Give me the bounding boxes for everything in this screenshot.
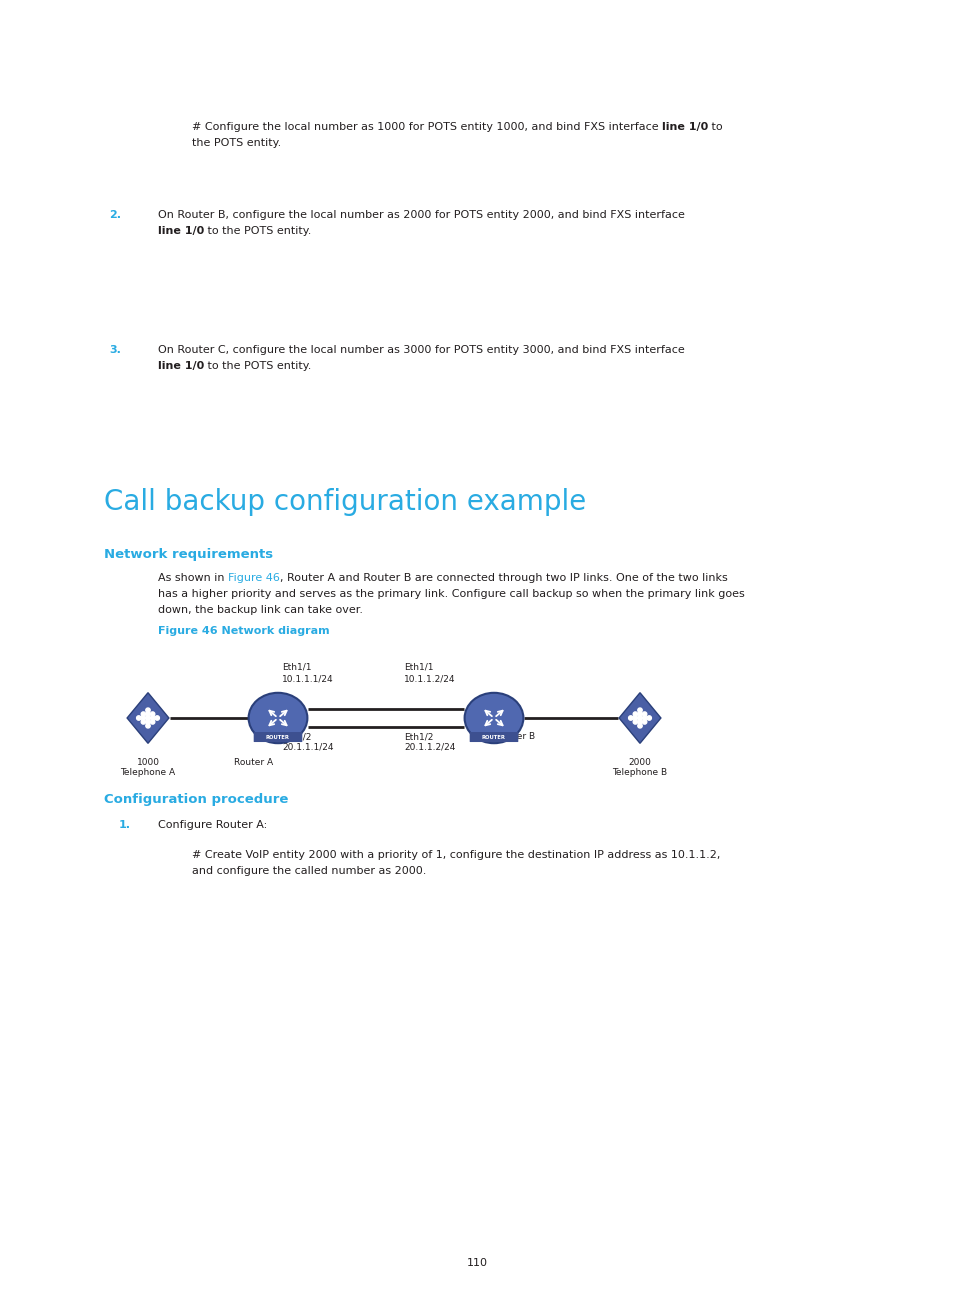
Text: down, the backup link can take over.: down, the backup link can take over.: [158, 605, 363, 616]
Text: 1000: 1000: [136, 758, 159, 767]
Circle shape: [641, 715, 646, 721]
Ellipse shape: [464, 693, 523, 743]
Circle shape: [638, 723, 641, 728]
Text: Figure 46: Figure 46: [228, 573, 279, 583]
Text: Eth1/1: Eth1/1: [403, 664, 433, 673]
Circle shape: [151, 719, 154, 724]
Circle shape: [638, 708, 641, 713]
FancyBboxPatch shape: [469, 732, 517, 743]
Text: Configuration procedure: Configuration procedure: [104, 793, 288, 806]
Circle shape: [141, 719, 146, 724]
Circle shape: [638, 715, 641, 721]
Text: Configure Router A:: Configure Router A:: [158, 820, 267, 829]
Text: line 1/0: line 1/0: [661, 122, 708, 132]
Text: As shown in: As shown in: [158, 573, 228, 583]
Circle shape: [141, 715, 146, 721]
Circle shape: [146, 712, 150, 717]
Text: to the POTS entity.: to the POTS entity.: [204, 362, 312, 371]
Text: Router A: Router A: [233, 758, 273, 767]
Circle shape: [638, 712, 641, 717]
Circle shape: [136, 715, 141, 721]
Circle shape: [146, 708, 150, 713]
Text: # Configure the local number as 1000 for POTS entity 1000, and bind FXS interfac: # Configure the local number as 1000 for…: [192, 122, 661, 132]
Text: 1.: 1.: [119, 820, 131, 829]
Text: 20.1.1.1/24: 20.1.1.1/24: [282, 743, 334, 750]
Circle shape: [146, 723, 150, 728]
Circle shape: [641, 719, 646, 724]
Text: 3.: 3.: [109, 345, 121, 355]
Text: Telephone A: Telephone A: [120, 769, 175, 778]
Text: to the POTS entity.: to the POTS entity.: [204, 226, 312, 236]
Text: has a higher priority and serves as the primary link. Configure call backup so w: has a higher priority and serves as the …: [158, 588, 744, 599]
Circle shape: [638, 719, 641, 724]
Text: the POTS entity.: the POTS entity.: [192, 137, 281, 148]
Text: Eth1/2: Eth1/2: [282, 732, 311, 741]
Text: Eth1/1: Eth1/1: [282, 664, 312, 673]
Circle shape: [633, 712, 637, 717]
Text: Router B: Router B: [496, 732, 535, 741]
Text: Telephone B: Telephone B: [612, 769, 667, 778]
Circle shape: [151, 715, 154, 721]
Text: # Create VoIP entity 2000 with a priority of 1, configure the destination IP add: # Create VoIP entity 2000 with a priorit…: [192, 850, 720, 861]
Text: 10.1.1.1/24: 10.1.1.1/24: [282, 674, 334, 683]
Text: On Router C, configure the local number as 3000 for POTS entity 3000, and bind F: On Router C, configure the local number …: [158, 345, 684, 355]
Text: Figure 46 Network diagram: Figure 46 Network diagram: [158, 626, 330, 636]
Text: line 1/0: line 1/0: [158, 226, 204, 236]
FancyBboxPatch shape: [253, 732, 302, 743]
Circle shape: [628, 715, 633, 721]
Text: 10.1.1.2/24: 10.1.1.2/24: [403, 674, 455, 683]
Text: Network requirements: Network requirements: [104, 548, 273, 561]
Circle shape: [646, 715, 651, 721]
Circle shape: [146, 719, 150, 724]
Text: and configure the called number as 2000.: and configure the called number as 2000.: [192, 866, 426, 876]
Circle shape: [146, 715, 150, 721]
Circle shape: [154, 715, 159, 721]
Ellipse shape: [249, 693, 307, 743]
Circle shape: [633, 715, 637, 721]
Text: On Router B, configure the local number as 2000 for POTS entity 2000, and bind F: On Router B, configure the local number …: [158, 210, 684, 220]
Circle shape: [633, 719, 637, 724]
Polygon shape: [618, 692, 660, 744]
Text: 2000: 2000: [628, 758, 651, 767]
Circle shape: [141, 712, 146, 717]
Text: to: to: [708, 122, 722, 132]
Text: Eth1/2: Eth1/2: [403, 732, 433, 741]
Text: 110: 110: [466, 1258, 487, 1267]
Text: ROUTER: ROUTER: [481, 735, 505, 740]
Circle shape: [151, 712, 154, 717]
Text: ROUTER: ROUTER: [266, 735, 290, 740]
Text: 20.1.1.2/24: 20.1.1.2/24: [403, 743, 455, 750]
Text: line 1/0: line 1/0: [158, 362, 204, 371]
Circle shape: [641, 712, 646, 717]
Text: Call backup configuration example: Call backup configuration example: [104, 489, 586, 516]
Text: , Router A and Router B are connected through two IP links. One of the two links: , Router A and Router B are connected th…: [279, 573, 727, 583]
Text: 2.: 2.: [109, 210, 121, 220]
Polygon shape: [127, 692, 169, 744]
